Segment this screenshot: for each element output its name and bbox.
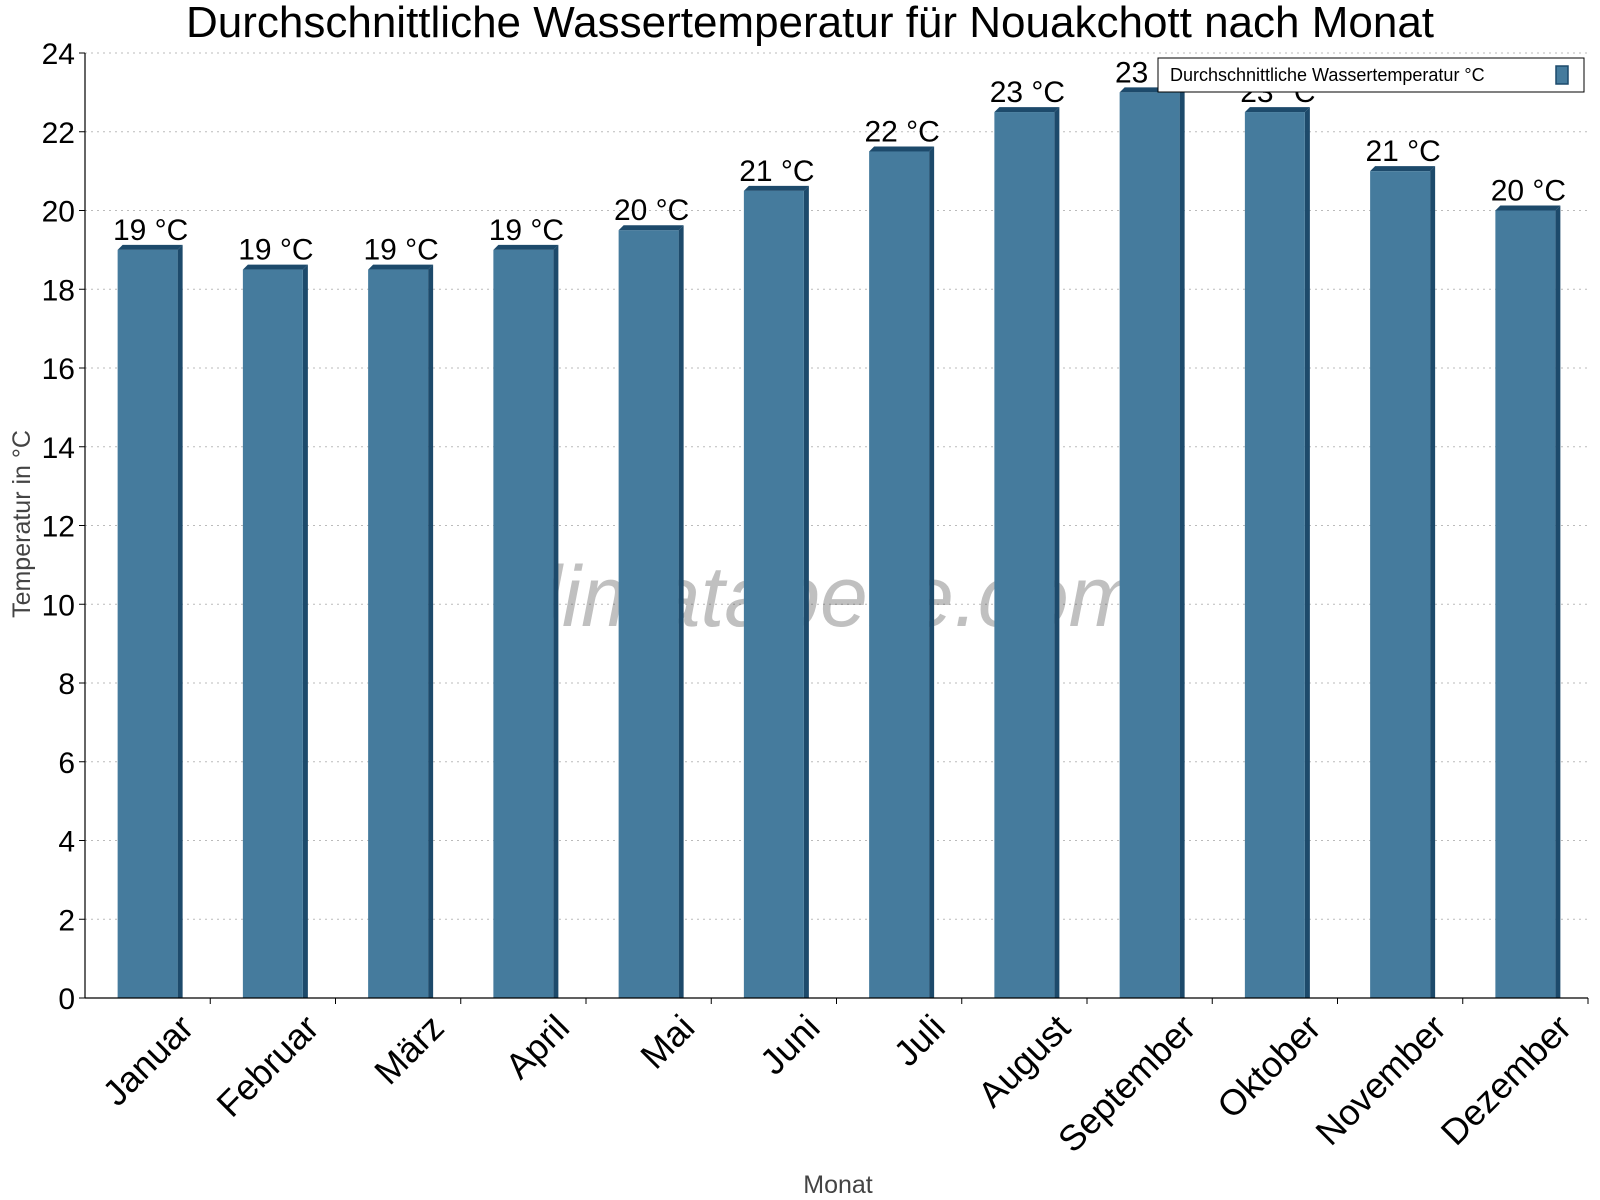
bar-side: [177, 244, 183, 998]
bar: [493, 249, 554, 998]
bar-top: [1244, 107, 1310, 113]
bar-side: [1054, 107, 1060, 998]
bar-side: [678, 225, 684, 998]
bar-top: [743, 185, 809, 191]
bar-top: [1370, 166, 1436, 172]
data-label: 20 °C: [1491, 175, 1566, 208]
y-tick-label: 0: [58, 983, 75, 1016]
chart-title: Durchschnittliche Wassertemperatur für N…: [186, 0, 1434, 47]
data-label: 19 °C: [363, 234, 438, 267]
bar: [743, 190, 804, 998]
y-tick-label: 24: [42, 38, 75, 71]
bar-top: [869, 146, 935, 152]
data-label: 19 °C: [113, 214, 188, 247]
y-tick-label: 10: [42, 589, 75, 622]
y-tick-label: 18: [42, 274, 75, 307]
bar-side: [1179, 87, 1185, 998]
bar-top: [117, 244, 183, 250]
x-tick-label: Dezember: [1433, 1007, 1579, 1153]
x-tick-labels: Januar Februar März April Mai Juni Juli AugustS…: [94, 1007, 1579, 1161]
x-tick-label: März: [366, 1007, 452, 1093]
axes: [79, 52, 1589, 1004]
bar: [117, 249, 178, 998]
bar: [368, 269, 429, 998]
data-label: 21 °C: [739, 155, 814, 188]
bar-top: [242, 264, 308, 270]
bar-side: [929, 146, 935, 998]
x-tick-label: Juli: [886, 1007, 953, 1074]
data-label: 20 °C: [614, 194, 689, 227]
y-tick-label: 20: [42, 196, 75, 229]
data-label: 19 °C: [489, 214, 564, 247]
bar-side: [428, 264, 434, 998]
bar-side: [803, 185, 809, 998]
bar-top: [493, 244, 559, 250]
x-tick-label: Juni: [752, 1007, 828, 1083]
data-labels: 19 °C 19 °C 19 °C 19 °C 20 °C 21 °C 22 °C 23 °C…: [113, 56, 1566, 266]
bar-top: [1495, 205, 1561, 211]
bar-side: [302, 264, 308, 998]
gridlines: [85, 52, 1588, 920]
x-tick-label: Februar: [208, 1007, 326, 1125]
x-tick-label: Mai: [632, 1007, 702, 1077]
y-tick-label: 8: [58, 668, 75, 701]
bar: [869, 151, 930, 998]
legend: Durchschnittliche Wassertemperatur °C: [1157, 57, 1585, 93]
x-tick-label: Oktober: [1209, 1007, 1329, 1127]
y-tick-label: 12: [42, 511, 75, 544]
y-axis-label: Temperatur in °C: [8, 430, 36, 618]
bar: [618, 230, 679, 998]
bar-side: [1555, 205, 1561, 998]
data-label: 22 °C: [864, 115, 939, 148]
data-label: 21 °C: [1365, 135, 1440, 168]
bar: [1244, 112, 1305, 998]
bar: [1495, 210, 1556, 998]
bar-side: [1430, 166, 1436, 998]
bar: [1119, 92, 1180, 998]
bar-side: [553, 244, 559, 998]
legend-box: [1157, 57, 1585, 93]
y-tick-label: 2: [58, 904, 75, 937]
x-tick-label: September: [1050, 1007, 1204, 1161]
data-label: 23 °C: [990, 76, 1065, 109]
data-label: 19 °C: [238, 234, 313, 267]
y-tick-label: 4: [58, 826, 75, 859]
bar-top: [994, 107, 1060, 113]
y-tick-label: 6: [58, 747, 75, 780]
bar: [994, 112, 1055, 998]
x-tick-label: November: [1307, 1007, 1453, 1153]
bars: [117, 87, 1561, 998]
bar: [242, 269, 303, 998]
x-tick-label: Januar: [94, 1007, 201, 1114]
x-tick-label: August: [970, 1007, 1078, 1115]
bar: [1370, 171, 1431, 998]
legend-swatch: [1555, 65, 1569, 85]
bar-top: [618, 225, 684, 231]
bar-side: [1304, 107, 1310, 998]
y-tick-label: 14: [42, 432, 75, 465]
bar-top: [368, 264, 434, 270]
y-tick-label: 22: [42, 117, 75, 150]
legend-label: Durchschnittliche Wassertemperatur °C: [1170, 65, 1485, 85]
x-axis-label: Monat: [803, 1171, 873, 1199]
x-tick-label: April: [497, 1007, 577, 1087]
y-tick-label: 16: [42, 353, 75, 386]
